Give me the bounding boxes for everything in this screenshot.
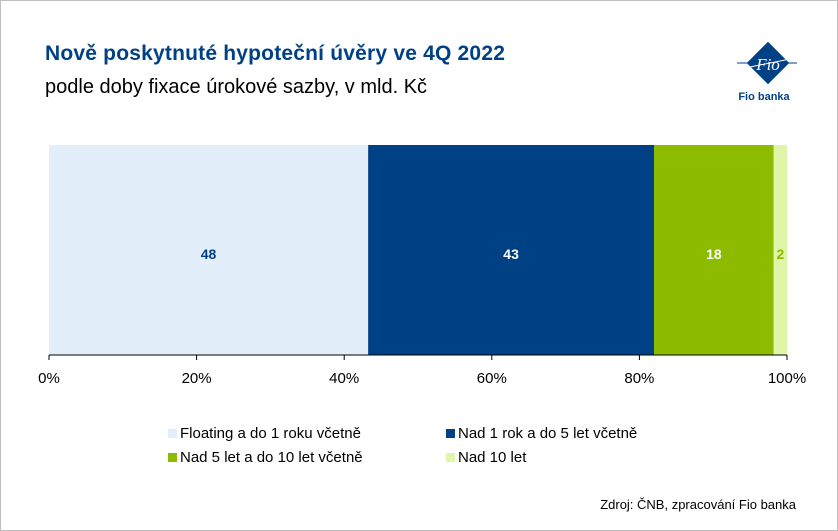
logo-text: Fio xyxy=(755,55,780,74)
legend-item-2: Nad 1 rok a do 5 let včetně xyxy=(446,425,637,442)
x-tick-label: 0% xyxy=(38,370,60,387)
legend-swatch xyxy=(168,429,177,438)
data-label-4: 2 xyxy=(776,246,784,262)
bar-label-group: 48 43 18 2 xyxy=(201,246,785,262)
legend-item-3: Nad 5 let a do 10 let včetně xyxy=(168,449,363,466)
legend-swatch xyxy=(446,429,455,438)
legend-label: Nad 5 let a do 10 let včetně xyxy=(180,449,363,466)
legend-item-4: Nad 10 let xyxy=(446,449,526,466)
bar-segment-2 xyxy=(368,145,655,355)
bar-segment-3 xyxy=(654,145,774,355)
x-tick-label: 20% xyxy=(182,370,212,387)
fio-banka-logo-icon: Fio Fio banka xyxy=(737,41,799,103)
bar-segment-1 xyxy=(49,145,369,355)
legend-swatch xyxy=(168,453,177,462)
chart-title: Nově poskytnuté hypoteční úvěry ve 4Q 20… xyxy=(45,42,506,65)
legend-swatch xyxy=(446,453,455,462)
x-axis: 0% 20% 40% 60% 80% 100% xyxy=(38,354,806,387)
x-tick-label: 40% xyxy=(329,370,359,387)
stacked-bar-chart: 48 43 18 2 0% 20% 40% 60% 80% 100% xyxy=(38,145,806,387)
bar-segment-4 xyxy=(773,145,787,355)
legend-label: Floating a do 1 roku včetně xyxy=(180,425,361,442)
data-label-3: 18 xyxy=(706,246,722,262)
x-tick-label: 80% xyxy=(624,370,654,387)
chart-subtitle: podle doby fixace úrokové sazby, v mld. … xyxy=(45,76,428,98)
bar-group xyxy=(49,145,787,355)
legend-item-1: Floating a do 1 roku včetně xyxy=(168,425,361,442)
legend-label: Nad 1 rok a do 5 let včetně xyxy=(458,425,638,442)
data-label-1: 48 xyxy=(201,246,217,262)
logo-caption: Fio banka xyxy=(738,91,790,102)
source-note: Zdroj: ČNB, zpracování Fio banka xyxy=(600,497,796,512)
data-label-2: 43 xyxy=(503,246,519,262)
x-tick-label: 60% xyxy=(477,370,507,387)
x-tick-label: 100% xyxy=(768,370,806,387)
legend-label: Nad 10 let xyxy=(458,449,527,466)
